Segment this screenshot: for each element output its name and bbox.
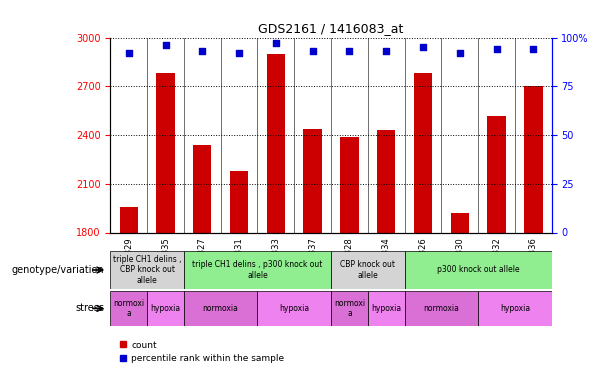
Point (418, 44, 428, 50)
Text: genotype/variation: genotype/variation (12, 265, 104, 275)
Text: hypoxia: hypoxia (500, 304, 530, 313)
FancyBboxPatch shape (257, 291, 331, 326)
FancyBboxPatch shape (331, 251, 405, 289)
Bar (303, 129, 322, 232)
Point (528, 46, 538, 52)
Point (345, 48, 354, 54)
Text: hypoxia: hypoxia (371, 304, 402, 313)
Text: hypoxia: hypoxia (279, 304, 310, 313)
Bar (193, 145, 211, 232)
Point (455, 50, 465, 56)
Point (492, 46, 501, 52)
Bar (487, 116, 506, 232)
FancyBboxPatch shape (478, 291, 552, 326)
Title: GDS2161 / 1416083_at: GDS2161 / 1416083_at (258, 22, 404, 35)
Text: CBP knock out
allele: CBP knock out allele (340, 260, 395, 280)
Point (271, 40, 281, 46)
Text: normoxia: normoxia (203, 304, 238, 313)
FancyBboxPatch shape (405, 291, 478, 326)
Bar (340, 136, 359, 232)
FancyBboxPatch shape (147, 291, 184, 326)
Point (161, 42, 170, 48)
Bar (451, 213, 469, 232)
Bar (267, 54, 285, 232)
FancyBboxPatch shape (110, 251, 184, 289)
Text: normoxia: normoxia (424, 304, 459, 313)
Bar (524, 86, 543, 232)
FancyBboxPatch shape (184, 291, 257, 326)
Text: p300 knock out allele: p300 knock out allele (437, 266, 519, 274)
Bar (156, 73, 175, 232)
Bar (230, 171, 248, 232)
FancyBboxPatch shape (331, 291, 368, 326)
Bar (414, 73, 432, 232)
Point (381, 48, 391, 54)
Point (234, 50, 244, 56)
Text: normoxi
a: normoxi a (113, 299, 144, 318)
Text: hypoxia: hypoxia (150, 304, 181, 313)
Point (124, 50, 134, 56)
Legend: count, percentile rank within the sample: count, percentile rank within the sample (115, 337, 288, 367)
Bar (377, 130, 395, 232)
Text: triple CH1 delins ,
CBP knock out
allele: triple CH1 delins , CBP knock out allele (113, 255, 181, 285)
FancyBboxPatch shape (405, 251, 552, 289)
Text: triple CH1 delins , p300 knock out
allele: triple CH1 delins , p300 knock out allel… (192, 260, 322, 280)
FancyBboxPatch shape (110, 291, 147, 326)
FancyBboxPatch shape (184, 251, 331, 289)
Text: stress: stress (75, 303, 104, 313)
Text: normoxi
a: normoxi a (334, 299, 365, 318)
Point (197, 48, 207, 54)
Bar (120, 207, 138, 232)
Point (308, 48, 318, 54)
FancyBboxPatch shape (368, 291, 405, 326)
